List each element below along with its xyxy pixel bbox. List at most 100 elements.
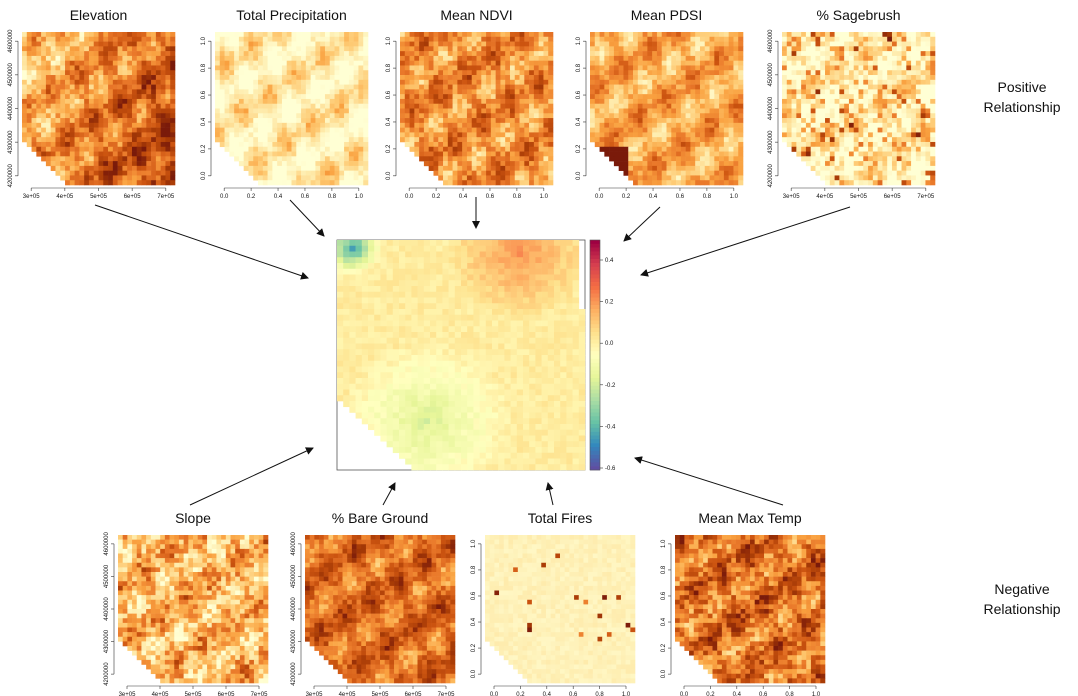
raster-cell xyxy=(539,51,544,56)
raster-cell xyxy=(623,147,628,152)
raster-cell xyxy=(55,142,60,147)
y-tick-label: 0.0 xyxy=(201,171,207,180)
raster-cell xyxy=(859,56,864,61)
raster-cell xyxy=(897,56,902,61)
raster-cell xyxy=(859,65,864,70)
raster-cell xyxy=(277,152,282,157)
raster-cell xyxy=(301,32,306,37)
raster-cell xyxy=(253,123,258,128)
raster-cell xyxy=(887,80,892,85)
raster-cell xyxy=(51,152,56,157)
raster-cell xyxy=(887,51,892,56)
raster-cell xyxy=(244,118,249,123)
raster-cell xyxy=(467,94,472,99)
raster-cell xyxy=(335,32,340,37)
raster-cell xyxy=(548,104,553,109)
raster-cell xyxy=(628,99,633,104)
raster-cell xyxy=(414,132,419,137)
raster-cell xyxy=(505,89,510,94)
x-tick-label: 1.0 xyxy=(540,194,549,200)
raster-cell xyxy=(311,65,316,70)
raster-cell xyxy=(472,147,477,152)
raster-cell xyxy=(792,123,797,128)
raster-cell xyxy=(65,37,70,42)
raster-cell xyxy=(325,161,330,166)
raster-cell xyxy=(548,89,553,94)
raster-cell xyxy=(477,61,482,66)
raster-cell xyxy=(122,89,127,94)
raster-cell xyxy=(604,32,609,37)
raster-cell xyxy=(500,56,505,61)
raster-cell xyxy=(429,32,434,37)
raster-cell xyxy=(510,85,515,90)
raster-cell xyxy=(806,123,811,128)
raster-cell xyxy=(505,156,510,161)
raster-cell xyxy=(863,152,868,157)
raster-cell xyxy=(311,132,316,137)
raster-cell xyxy=(868,161,873,166)
raster-cell xyxy=(55,99,60,104)
raster-cell xyxy=(667,56,672,61)
raster-cell xyxy=(911,113,916,118)
raster-cell xyxy=(733,46,738,51)
raster-cell xyxy=(815,89,820,94)
raster-cell xyxy=(315,70,320,75)
raster-cell xyxy=(448,109,453,114)
raster-cell xyxy=(65,75,70,80)
raster-cell xyxy=(662,42,667,47)
raster-cell xyxy=(229,65,234,70)
raster-cell xyxy=(462,70,467,75)
raster-cell xyxy=(839,46,844,51)
raster-cell xyxy=(244,156,249,161)
raster-cell xyxy=(84,104,89,109)
raster-cell xyxy=(806,56,811,61)
raster-cell xyxy=(916,32,921,37)
raster-cell xyxy=(820,42,825,47)
raster-cell xyxy=(292,123,297,128)
raster-cell xyxy=(897,89,902,94)
raster-cell xyxy=(443,85,448,90)
raster-cell xyxy=(268,109,273,114)
raster-cell xyxy=(358,85,363,90)
raster-cell xyxy=(520,51,525,56)
raster-cell xyxy=(925,37,930,42)
raster-cell xyxy=(22,137,27,142)
raster-cell xyxy=(282,161,287,166)
raster-cell xyxy=(628,123,633,128)
raster-cell xyxy=(244,70,249,75)
raster-cell xyxy=(921,37,926,42)
raster-cell xyxy=(127,80,132,85)
raster-cell xyxy=(234,46,239,51)
raster-cell xyxy=(868,152,873,157)
raster-cell xyxy=(457,123,462,128)
raster-cell xyxy=(604,85,609,90)
raster-cell xyxy=(695,113,700,118)
raster-cell xyxy=(253,56,258,61)
raster-cell xyxy=(156,171,161,176)
raster-cell xyxy=(65,61,70,66)
raster-cell xyxy=(500,80,505,85)
raster-cell xyxy=(882,65,887,70)
raster-cell xyxy=(79,70,84,75)
raster-cell xyxy=(161,118,166,123)
raster-cell xyxy=(609,109,614,114)
raster-cell xyxy=(424,161,429,166)
raster-cell xyxy=(438,46,443,51)
raster-cell xyxy=(453,42,458,47)
raster-cell xyxy=(229,128,234,133)
raster-cell xyxy=(686,51,691,56)
raster-cell xyxy=(878,166,883,171)
raster-cell xyxy=(103,109,108,114)
raster-cell xyxy=(46,128,51,133)
raster-cell xyxy=(902,171,907,176)
raster-cell xyxy=(906,132,911,137)
x-tick-label: 1.0 xyxy=(730,194,739,200)
raster-cell xyxy=(239,70,244,75)
raster-cell xyxy=(325,175,330,180)
raster-cell xyxy=(151,61,156,66)
raster-cell xyxy=(500,85,505,90)
raster-cell xyxy=(306,61,311,66)
raster-cell xyxy=(863,46,868,51)
raster-cell xyxy=(272,175,277,180)
raster-cell xyxy=(733,113,738,118)
